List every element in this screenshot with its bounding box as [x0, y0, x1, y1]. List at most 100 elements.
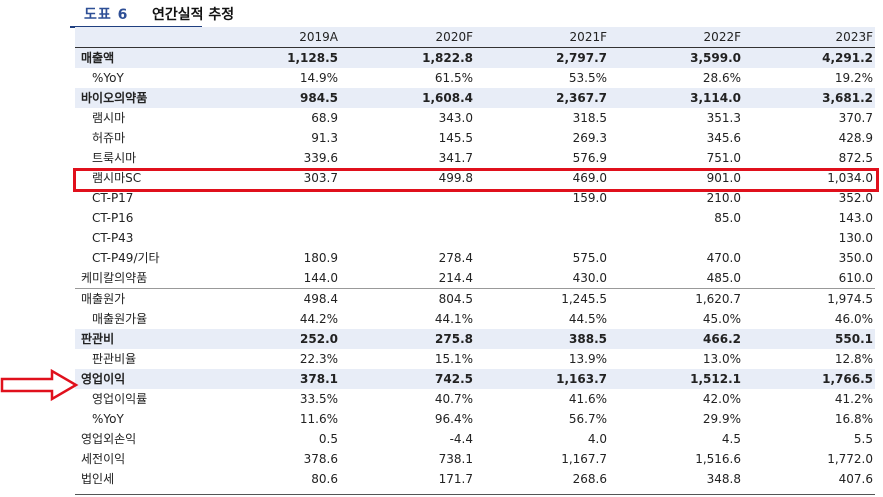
value-cell [475, 208, 609, 228]
value-cell: 145.5 [438, 131, 473, 145]
value-cell: 378.6 [303, 452, 338, 466]
value-cell: 498.4 [212, 288, 340, 309]
table-row: 램시마 68.9 343.0 318.5 351.3 370.7 [75, 108, 875, 128]
value-cell [212, 228, 340, 248]
value-cell: 130.0 [838, 231, 873, 245]
figure-title: 연간실적 추정 [152, 7, 235, 23]
table-row: 법인세 80.6 171.7 268.6 348.8 407.6 [75, 469, 875, 489]
row-label: 램시마 [92, 111, 126, 125]
row-label: 영업이익 [75, 369, 212, 389]
table-row: 매출원가 498.4 804.5 1,245.5 1,620.7 1,974.5 [75, 288, 875, 309]
value-cell: 11.6% [299, 412, 338, 426]
value-cell: 1,766.5 [743, 369, 875, 389]
value-cell: 378.1 [212, 369, 340, 389]
value-cell: 499.8 [438, 171, 473, 185]
value-cell: 984.5 [212, 88, 340, 108]
table-header-row: 2019A 2020F 2021F 2022F 2023F [75, 27, 875, 48]
value-cell: 1,163.7 [475, 369, 609, 389]
table-row: 영업이익률 33.5% 40.7% 41.6% 42.0% 41.2% [75, 389, 875, 409]
value-cell: 345.6 [706, 131, 741, 145]
row-label: 케미칼의약품 [81, 271, 148, 285]
table-row: 판관비 252.0 275.8 388.5 466.2 550.1 [75, 329, 875, 349]
value-cell: 33.5% [299, 392, 338, 406]
value-cell: 3,681.2 [743, 88, 875, 108]
value-cell: 68.9 [311, 111, 338, 125]
row-label: 매출원가 [75, 288, 212, 309]
table-body: 매출액 1,128.5 1,822.8 2,797.7 3,599.0 4,291.2 %Y… [75, 47, 875, 490]
value-cell: 56.7% [568, 412, 607, 426]
value-cell: 1,128.5 [212, 47, 340, 68]
value-cell [475, 228, 609, 248]
value-cell: 4.0 [587, 432, 607, 446]
value-cell: 85.0 [714, 211, 741, 225]
table-row: %YoY 11.6% 96.4% 56.7% 29.9% 16.8% [75, 409, 875, 429]
table-row: CT-P17 159.0 210.0 352.0 [75, 188, 875, 208]
table-row: 램시마SC 303.7 499.8 469.0 901.0 1,034.0 [75, 168, 875, 188]
value-cell: 466.2 [609, 329, 743, 349]
value-cell: 143.0 [838, 211, 873, 225]
value-cell: 44.1% [434, 312, 473, 326]
table-row: %YoY 14.9% 61.5% 53.5% 28.6% 19.2% [75, 68, 875, 88]
row-label: 바이오의약품 [75, 88, 212, 108]
value-cell: 53.5% [568, 71, 607, 85]
header-label-cell [75, 27, 212, 48]
value-cell: 1,512.1 [609, 369, 743, 389]
table-row: 세전이익 378.6 738.1 1,167.7 1,516.6 1,772.0 [75, 449, 875, 469]
value-cell: 428.9 [838, 131, 873, 145]
value-cell: 210.0 [706, 191, 741, 205]
value-cell: 3,599.0 [609, 47, 743, 68]
value-cell: 1,974.5 [743, 288, 875, 309]
value-cell: 4.5 [721, 432, 741, 446]
value-cell: 318.5 [572, 111, 607, 125]
figure-number: 도표 6 [84, 7, 129, 23]
table-row: 트룩시마 339.6 341.7 576.9 751.0 872.5 [75, 148, 875, 168]
value-cell: 28.6% [702, 71, 741, 85]
value-cell: 2,797.7 [475, 47, 609, 68]
value-cell: 1,034.0 [827, 171, 873, 185]
value-cell: 1,516.6 [695, 452, 741, 466]
value-cell: 40.7% [434, 392, 473, 406]
row-label: CT-P49/기타 [92, 251, 160, 265]
table-row: CT-P16 85.0 143.0 [75, 208, 875, 228]
value-cell [340, 208, 475, 228]
value-cell: 45.0% [702, 312, 741, 326]
value-cell: 339.6 [303, 151, 338, 165]
value-cell: 44.5% [568, 312, 607, 326]
value-cell: 15.1% [434, 352, 473, 366]
value-cell: 485.0 [706, 271, 741, 285]
row-label: CT-P16 [92, 211, 134, 225]
value-cell: 252.0 [212, 329, 340, 349]
value-cell: 0.5 [318, 432, 338, 446]
value-cell: 42.0% [702, 392, 741, 406]
table-row: CT-P49/기타 180.9 278.4 575.0 470.0 350.0 [75, 248, 875, 268]
row-label: CT-P43 [92, 231, 134, 245]
value-cell: 430.0 [572, 271, 607, 285]
row-label: 법인세 [81, 472, 115, 486]
value-cell: 61.5% [434, 71, 473, 85]
value-cell: 268.6 [572, 472, 607, 486]
column-header-2019A: 2019A [212, 27, 340, 48]
table-row: CT-P43 130.0 [75, 228, 875, 248]
value-cell [340, 228, 475, 248]
value-cell: 610.0 [838, 271, 873, 285]
row-label: %YoY [92, 412, 124, 426]
value-cell: 388.5 [475, 329, 609, 349]
table-row: 허쥬마 91.3 145.5 269.3 345.6 428.9 [75, 128, 875, 148]
row-label: 허쥬마 [92, 131, 126, 145]
value-cell: 469.0 [572, 171, 607, 185]
value-cell: 742.5 [340, 369, 475, 389]
value-cell: 576.9 [572, 151, 607, 165]
value-cell: 269.3 [572, 131, 607, 145]
table-row: 판관비율 22.3% 15.1% 13.9% 13.0% 12.8% [75, 349, 875, 369]
value-cell: 351.3 [706, 111, 741, 125]
value-cell: 44.2% [299, 312, 338, 326]
column-header-2021F: 2021F [475, 27, 609, 48]
row-label: 트룩시마 [92, 151, 137, 165]
value-cell [212, 208, 340, 228]
value-cell: 751.0 [706, 151, 741, 165]
row-label: %YoY [92, 71, 124, 85]
value-cell: 407.6 [838, 472, 873, 486]
value-cell: 303.7 [303, 171, 338, 185]
value-cell: 96.4% [434, 412, 473, 426]
row-label: CT-P17 [92, 191, 134, 205]
